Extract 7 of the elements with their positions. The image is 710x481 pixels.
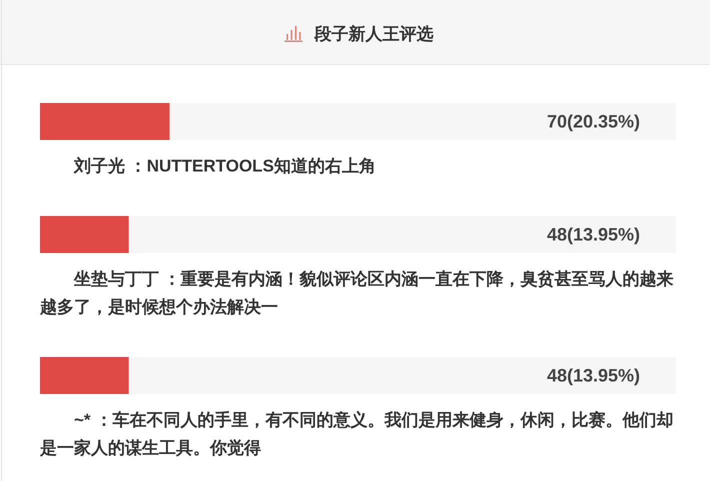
chart-title: 段子新人王评选	[314, 24, 434, 44]
data-label: 48(13.95%)	[546, 224, 640, 244]
y-tick-label: 坐垫与丁丁 ：重要是有内涵！貌似评论区内涵一直在下降，臭贫甚至骂人的越来越多了，是时候想个办法解决一	[39, 270, 674, 316]
data-label: 48(13.95%)	[546, 366, 640, 386]
data-label: 70(20.35%)	[546, 112, 640, 132]
y-tick-label: ~* ：车在不同人的手里，有不同的意义。我们是用来健身，休闲，比赛。他们却是一家人的谋生工具。你觉得	[39, 410, 674, 458]
y-tick-label: 刘子光 ：NUTTERTOOLS知道的右上角	[73, 156, 376, 176]
